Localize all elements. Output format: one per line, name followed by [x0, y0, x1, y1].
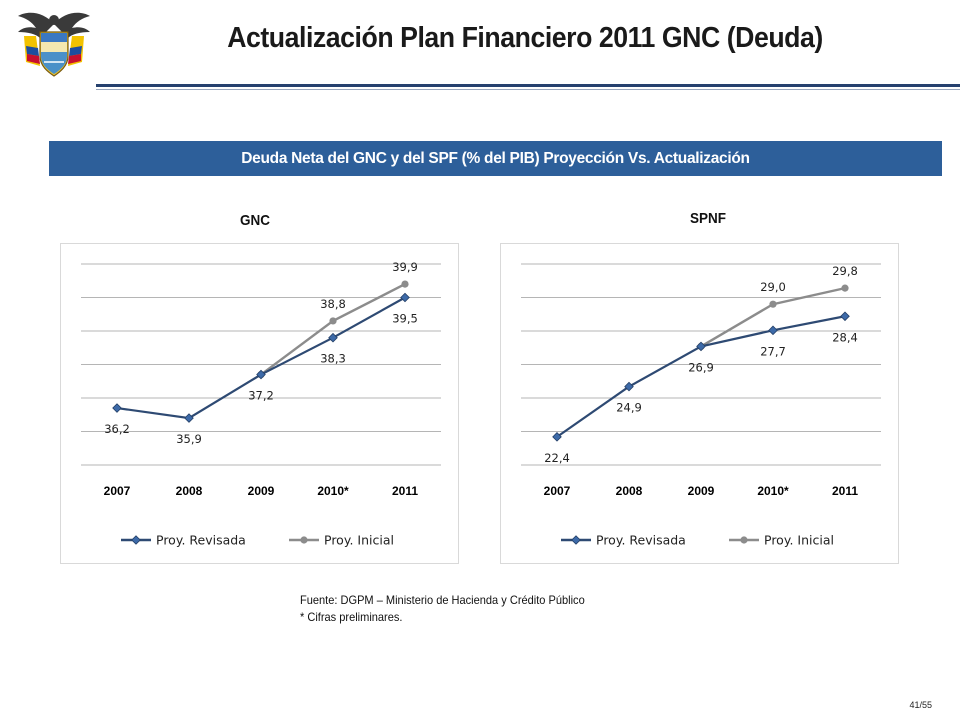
data-point [840, 311, 850, 322]
legend-marker [131, 535, 141, 545]
data-label: 28,4 [832, 330, 858, 344]
preliminary-note: * Cifras preliminares. [300, 610, 403, 624]
legend-label: Proy. Inicial [324, 533, 394, 548]
data-point [401, 280, 409, 288]
legend-marker [571, 535, 581, 545]
series-proy-revisada [112, 292, 410, 423]
data-point [769, 300, 777, 308]
data-label: 27,7 [760, 344, 786, 358]
legend-label: Proy. Inicial [764, 533, 834, 548]
legend: Proy. Revisada Proy. Inicial [561, 533, 834, 548]
series-line [700, 286, 846, 348]
gnc-chart: 2007 2008 2009 2010* 2011 36,2 35,9 37,2 38,3 39,… [60, 243, 459, 564]
data-label: 39,9 [392, 260, 418, 274]
legend-marker [300, 536, 308, 544]
section-banner: Deuda Neta del GNC y del SPF (% del PIB)… [49, 141, 942, 176]
legend-label: Proy. Revisada [596, 533, 686, 548]
data-point [256, 369, 266, 380]
data-point [552, 432, 562, 442]
series-proy-revisada [552, 311, 850, 442]
gnc-panel-title: GNC [240, 212, 271, 229]
spnf-chart-svg: 2007 2008 2009 2010* 2011 22,4 24,9 26,9 27,7 28,… [521, 263, 881, 548]
series-proy-inicial [697, 284, 849, 351]
title-divider-thin [96, 89, 960, 90]
legend-item: Proy. Inicial [289, 533, 394, 548]
spnf-chart: 2007 2008 2009 2010* 2011 22,4 24,9 26,9 27,7 28,… [500, 243, 899, 564]
gnc-chart-svg: 2007 2008 2009 2010* 2011 36,2 35,9 37,2 38,3 39,… [81, 260, 441, 548]
data-point [112, 403, 122, 413]
x-tick-label: 2009 [688, 484, 715, 498]
data-point [768, 325, 778, 336]
source-note: Fuente: DGPM – Ministerio de Hacienda y … [300, 593, 585, 607]
x-tick-label: 2010* [317, 484, 349, 498]
x-tick-label: 2011 [392, 484, 418, 498]
data-label: 26,9 [688, 360, 714, 374]
data-point [696, 341, 706, 352]
footnotes: Fuente: DGPM – Ministerio de Hacienda y … [300, 592, 585, 626]
data-point [328, 332, 338, 343]
legend-item: Proy. Revisada [561, 533, 686, 548]
legend-item: Proy. Revisada [121, 533, 246, 548]
data-point [184, 413, 194, 423]
x-tick-label: 2007 [544, 484, 571, 498]
data-point [841, 284, 849, 292]
colombia-coat-of-arms-logo [14, 6, 94, 82]
data-label: 36,2 [104, 422, 130, 436]
x-tick-label: 2011 [832, 484, 858, 498]
spnf-panel-title: SPNF [690, 210, 727, 227]
data-label: 29,0 [760, 280, 786, 294]
x-tick-label: 2010* [757, 484, 789, 498]
page-title: Actualización Plan Financiero 2011 GNC (… [227, 22, 823, 54]
data-label: 29,8 [832, 264, 858, 278]
legend-item: Proy. Inicial [729, 533, 834, 548]
page-number: 41/55 [909, 700, 932, 710]
x-tick-label: 2008 [176, 484, 203, 498]
data-point [329, 317, 337, 325]
data-label: 38,8 [320, 297, 346, 311]
data-label: 37,2 [248, 389, 274, 403]
data-label: 22,4 [544, 451, 570, 465]
gridlines [81, 263, 441, 466]
legend-marker [740, 536, 748, 544]
data-point [624, 381, 634, 392]
gridlines [521, 263, 881, 466]
data-point [400, 292, 410, 303]
data-label: 38,3 [320, 352, 346, 366]
data-label: 35,9 [176, 432, 202, 446]
series-line [556, 315, 846, 438]
legend: Proy. Revisada Proy. Inicial [121, 533, 394, 548]
x-tick-label: 2007 [104, 484, 131, 498]
x-tick-label: 2008 [616, 484, 643, 498]
x-tick-label: 2009 [248, 484, 275, 498]
title-divider [96, 84, 960, 87]
data-label: 24,9 [616, 401, 642, 415]
data-label: 39,5 [392, 312, 418, 326]
legend-label: Proy. Revisada [156, 533, 246, 548]
